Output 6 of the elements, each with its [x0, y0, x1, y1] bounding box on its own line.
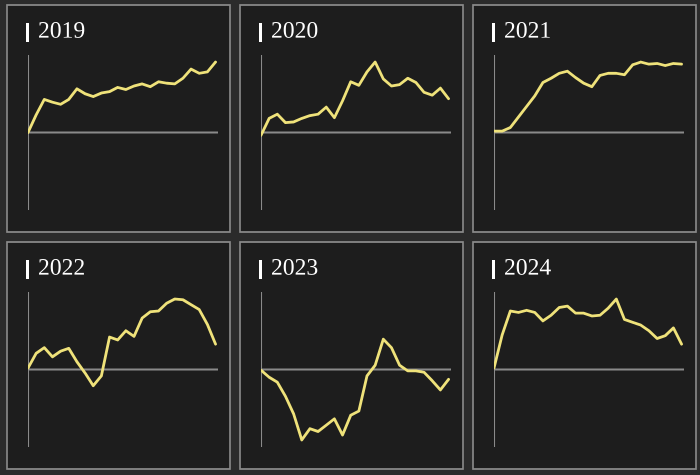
chart-title: 2023: [272, 258, 318, 275]
chart-title: 2019: [39, 22, 84, 38]
chart-title: 2022: [39, 258, 84, 275]
chart-title: 2024: [505, 258, 551, 275]
chart-title: 2020: [272, 22, 318, 38]
chart-title: 2021: [505, 22, 550, 38]
